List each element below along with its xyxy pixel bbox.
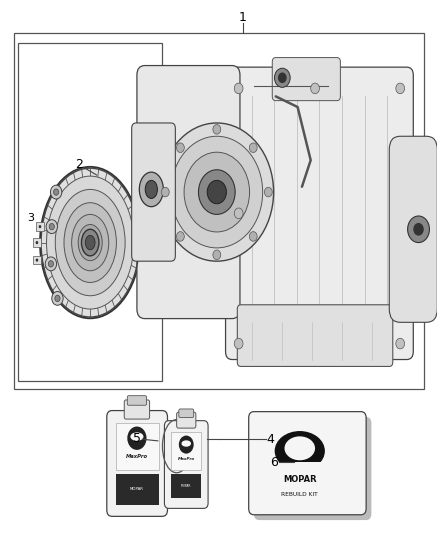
Text: 6: 6 xyxy=(270,456,278,469)
FancyBboxPatch shape xyxy=(179,409,194,417)
Text: REBUILD KIT: REBUILD KIT xyxy=(282,491,318,497)
Ellipse shape xyxy=(285,437,315,461)
FancyBboxPatch shape xyxy=(137,66,240,319)
Circle shape xyxy=(275,68,290,87)
Text: 2: 2 xyxy=(75,158,83,171)
Circle shape xyxy=(198,169,235,214)
Bar xyxy=(171,432,201,470)
Bar xyxy=(171,474,201,498)
Ellipse shape xyxy=(55,189,125,296)
Circle shape xyxy=(160,123,274,261)
Circle shape xyxy=(249,143,257,152)
Circle shape xyxy=(46,220,57,233)
Ellipse shape xyxy=(40,167,141,318)
FancyBboxPatch shape xyxy=(272,58,340,101)
Bar xyxy=(18,43,162,381)
Circle shape xyxy=(171,136,263,248)
FancyBboxPatch shape xyxy=(237,305,393,367)
Ellipse shape xyxy=(85,236,95,250)
Ellipse shape xyxy=(72,214,109,271)
Text: MOPAR: MOPAR xyxy=(283,475,317,483)
Circle shape xyxy=(50,185,62,199)
Circle shape xyxy=(161,187,169,197)
Circle shape xyxy=(35,259,38,262)
Circle shape xyxy=(249,232,257,241)
Circle shape xyxy=(177,143,184,152)
Circle shape xyxy=(35,241,38,244)
Circle shape xyxy=(396,338,405,349)
Circle shape xyxy=(179,435,194,454)
FancyBboxPatch shape xyxy=(254,417,371,520)
Ellipse shape xyxy=(46,176,134,309)
Circle shape xyxy=(184,152,250,232)
Circle shape xyxy=(49,223,54,230)
FancyBboxPatch shape xyxy=(389,136,437,322)
Ellipse shape xyxy=(181,440,191,447)
Text: 1: 1 xyxy=(239,11,247,24)
Bar xyxy=(32,256,41,264)
Text: MaxPro: MaxPro xyxy=(126,454,148,459)
Circle shape xyxy=(45,257,57,271)
FancyBboxPatch shape xyxy=(124,400,150,419)
Ellipse shape xyxy=(64,203,117,282)
Bar xyxy=(275,462,325,475)
Bar xyxy=(116,474,159,505)
Bar xyxy=(14,33,424,389)
Bar xyxy=(35,222,44,231)
FancyBboxPatch shape xyxy=(226,67,413,360)
Circle shape xyxy=(213,125,221,134)
Text: MaxPro: MaxPro xyxy=(178,457,195,462)
Text: 5: 5 xyxy=(133,432,141,445)
Circle shape xyxy=(55,295,60,302)
Circle shape xyxy=(311,83,319,94)
Ellipse shape xyxy=(131,432,144,441)
Circle shape xyxy=(265,187,272,197)
FancyBboxPatch shape xyxy=(127,395,147,405)
Ellipse shape xyxy=(145,180,157,198)
Ellipse shape xyxy=(139,172,163,207)
Circle shape xyxy=(278,72,287,83)
Circle shape xyxy=(48,261,53,267)
Circle shape xyxy=(53,189,59,195)
Circle shape xyxy=(234,208,243,219)
Circle shape xyxy=(396,83,405,94)
FancyBboxPatch shape xyxy=(164,421,208,508)
Ellipse shape xyxy=(275,431,325,471)
Circle shape xyxy=(213,250,221,260)
Text: MOPAR: MOPAR xyxy=(181,484,191,488)
Circle shape xyxy=(39,225,41,228)
FancyBboxPatch shape xyxy=(249,411,366,515)
Bar xyxy=(32,238,41,247)
Circle shape xyxy=(234,83,243,94)
FancyBboxPatch shape xyxy=(132,123,175,261)
Circle shape xyxy=(413,223,424,236)
FancyBboxPatch shape xyxy=(107,410,167,516)
FancyBboxPatch shape xyxy=(177,412,196,428)
Text: 3: 3 xyxy=(27,213,34,223)
Circle shape xyxy=(207,180,226,204)
Ellipse shape xyxy=(81,229,99,256)
Circle shape xyxy=(408,216,429,243)
Text: 4: 4 xyxy=(267,433,275,446)
Circle shape xyxy=(127,426,147,450)
Circle shape xyxy=(234,338,243,349)
Bar xyxy=(116,423,159,470)
Circle shape xyxy=(52,292,63,305)
Text: MOPAR: MOPAR xyxy=(130,487,144,491)
Circle shape xyxy=(177,232,184,241)
Ellipse shape xyxy=(78,224,102,261)
